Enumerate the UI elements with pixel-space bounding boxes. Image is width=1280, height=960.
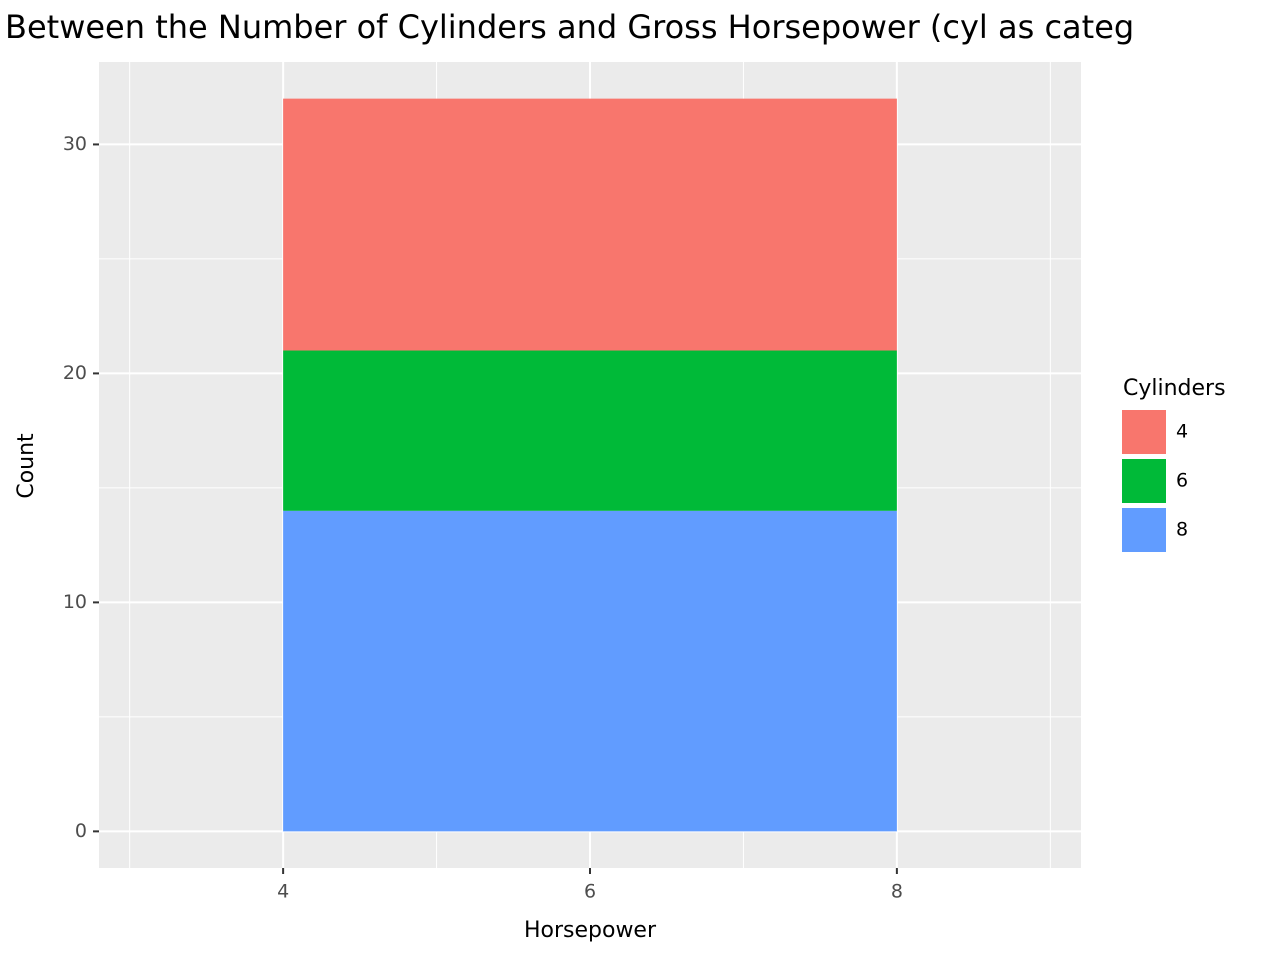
x-axis-title: Horsepower xyxy=(524,918,657,943)
legend-key xyxy=(1122,459,1166,503)
y-tick-label: 10 xyxy=(63,591,87,613)
x-tick-label: 8 xyxy=(891,881,903,903)
legend-key xyxy=(1122,410,1166,454)
legend-key xyxy=(1122,508,1166,552)
bar xyxy=(283,98,897,351)
y-tick-label: 20 xyxy=(63,362,87,384)
legend-label: 4 xyxy=(1176,421,1188,443)
y-tick-label: 0 xyxy=(75,820,87,842)
legend-label: 8 xyxy=(1176,519,1188,541)
legend-title: Cylinders xyxy=(1123,376,1226,401)
legend-label: 6 xyxy=(1176,470,1188,492)
chart-title: Between the Number of Cylinders and Gros… xyxy=(5,8,1134,46)
x-tick-label: 6 xyxy=(584,881,596,903)
y-axis-title: Count xyxy=(14,433,39,499)
y-tick-label: 30 xyxy=(63,133,87,155)
x-tick-label: 4 xyxy=(277,881,289,903)
bar xyxy=(283,510,897,832)
bar xyxy=(283,350,897,511)
